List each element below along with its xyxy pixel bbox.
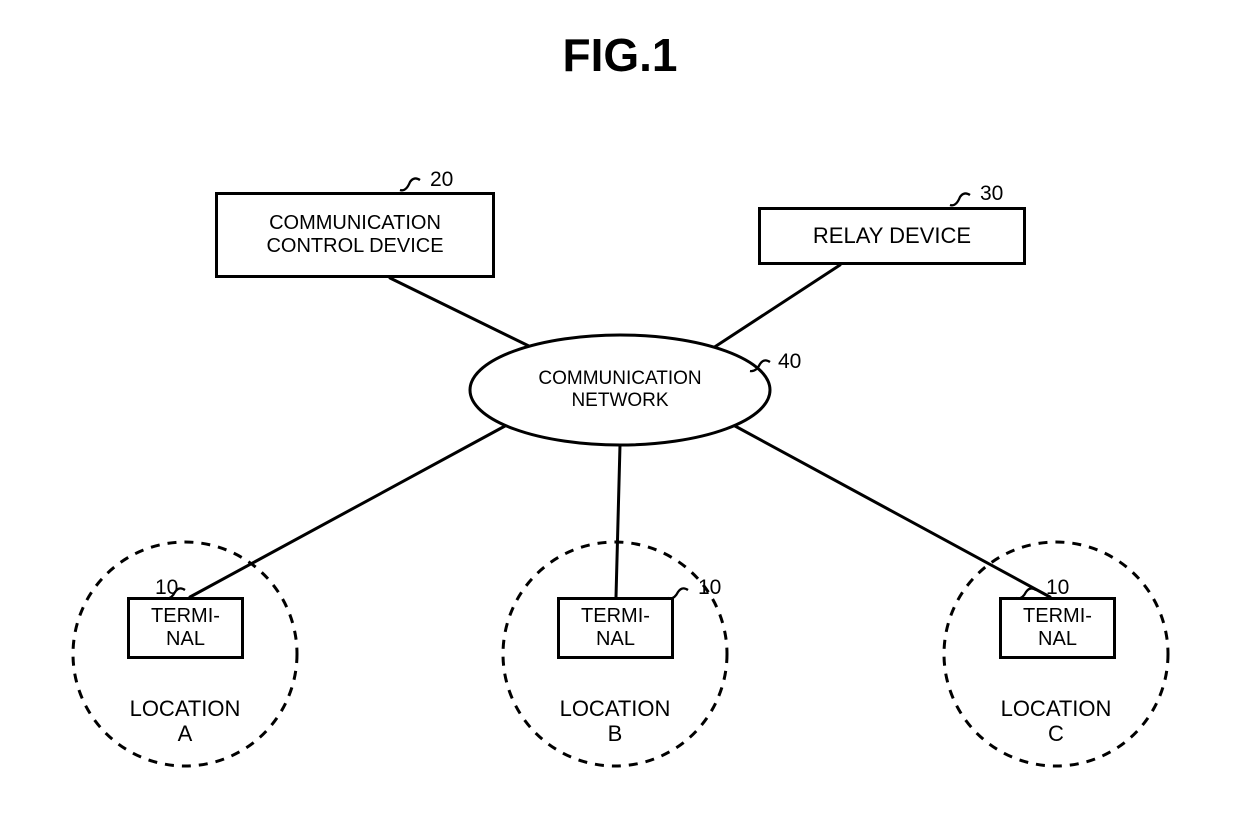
ref-label-tB: 10: [698, 576, 721, 600]
terminal-box-tB: TERMI- NAL: [557, 597, 674, 659]
edge-ccd: [390, 278, 535, 349]
ref-label-relay: 30: [980, 182, 1003, 206]
box-relay: RELAY DEVICE: [758, 207, 1026, 265]
location-label-tC: LOCATION C: [956, 696, 1156, 747]
figure-title: FIG.1: [420, 28, 820, 82]
location-label-tA: LOCATION A: [85, 696, 285, 747]
box-ccd: COMMUNICATION CONTROL DEVICE: [215, 192, 495, 278]
ref-hook-relay: [950, 193, 970, 205]
edge-tA: [190, 426, 505, 597]
edge-relay: [710, 265, 840, 350]
diagram-root: FIG.1 COMMUNICATION NETWORK 40 COMMUNICATIO…: [0, 0, 1240, 829]
ref-label-tC: 10: [1046, 576, 1069, 600]
ref-label-ccd: 20: [430, 168, 453, 192]
terminal-box-tA: TERMI- NAL: [127, 597, 244, 659]
terminal-box-tC: TERMI- NAL: [999, 597, 1116, 659]
network-label: COMMUNICATION NETWORK: [480, 368, 760, 412]
location-label-tB: LOCATION B: [515, 696, 715, 747]
ref-label-network: 40: [778, 350, 801, 374]
edge-tC: [735, 426, 1050, 597]
ref-hook-ccd: [400, 178, 420, 190]
ref-label-tA: 10: [155, 576, 178, 600]
edge-tB: [616, 445, 620, 597]
